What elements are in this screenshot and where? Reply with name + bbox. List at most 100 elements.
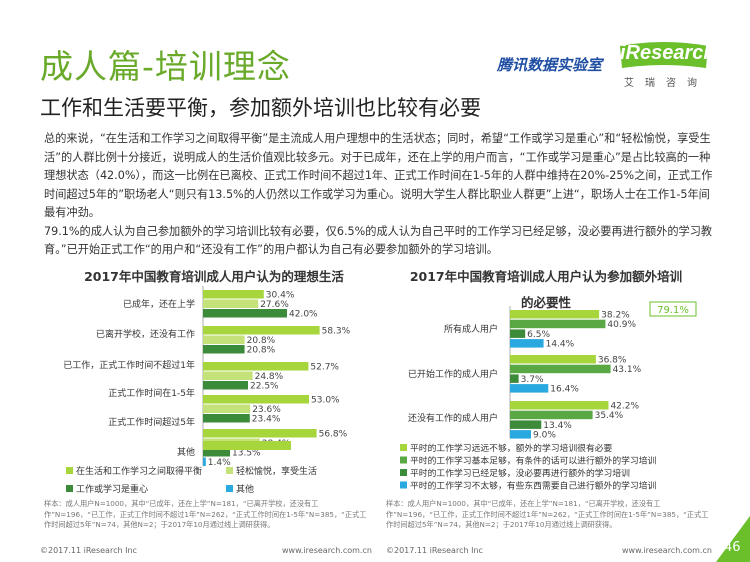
right-chart-bar (510, 310, 600, 319)
right-chart-bar (510, 430, 531, 439)
left-chart-data-label: 23.4% (252, 415, 281, 425)
left-chart-bar (203, 381, 248, 390)
left-chart-category-label: 其他 (177, 446, 195, 458)
right-chart-data-label: 13.4% (543, 421, 572, 431)
footer-url-left[interactable]: www.iresearch.com.cn (282, 546, 372, 555)
right-chart-annotation: 79.1% (657, 305, 689, 316)
right-chart-bar (510, 410, 593, 420)
left-chart-data-label: 22.5% (250, 382, 279, 392)
left-chart-bar (203, 457, 206, 466)
right-chart-category-label: 已开始工作的成人用户 (408, 368, 498, 380)
left-chart-bar (203, 326, 320, 335)
summary-text: 总的来说，“在生活和工作学习之间取得平衡”是主流成人用户理想中的生活状态；同时，… (44, 130, 718, 260)
right-chart-bar (510, 355, 596, 364)
right-chart-data-label: 36.8% (598, 356, 627, 366)
iresearch-logo: iResearch (620, 42, 716, 64)
left-chart-bar (203, 345, 245, 354)
page-number-badge (716, 516, 750, 562)
left-chart-bar (203, 414, 250, 423)
left-chart-category-label: 已工作，正式工作时间不超过1年 (63, 359, 195, 371)
footer-copyright-left: ©2017.11 iResearch Inc (40, 546, 137, 555)
right-chart-data-label: 42.2% (610, 402, 639, 412)
training-necessity-chart-title: 2017年中国教育培训成人用户认为参加额外培训 (409, 269, 683, 284)
left-chart-sample-note: 样本：成人用户N=1000，其中“已成年，还在上学”N=181，“已离开学校，还… (44, 499, 367, 529)
left-chart-bar (203, 335, 245, 344)
right-chart-bar (510, 420, 542, 429)
left-chart-data-label: 20.8% (247, 336, 276, 346)
left-chart-category-label: 正式工作时间在1-5年 (108, 387, 195, 399)
left-chart-category-label: 正式工作时间超过5年 (108, 416, 195, 428)
left-chart-data-label: 23.6% (252, 405, 281, 415)
right-chart-bar (510, 339, 544, 348)
left-chart-legend-label: 在生活和工作学习之间取得平衡 (76, 465, 202, 477)
left-chart-legend-swatch (66, 485, 73, 492)
left-chart-data-label: 56.8% (319, 430, 348, 440)
right-chart-legend-label: 平时的工作学习基本足够，有条件的话可以进行额外的学习培训 (410, 455, 657, 467)
left-chart-bar (203, 395, 309, 404)
left-chart-bar (203, 290, 264, 299)
left-chart-legend-swatch (226, 467, 233, 474)
left-chart-bar (203, 448, 230, 457)
page-title: 成人篇-培训理念 (40, 47, 291, 86)
tencent-data-lab-logo: 腾讯数据实验室 (497, 56, 603, 74)
right-chart-bar (510, 329, 526, 338)
right-chart-category-label: 还没有工作的成人用户 (408, 412, 498, 424)
training-necessity-chart-title-line2: 的必要性 (520, 295, 571, 310)
right-chart-data-label: 38.2% (601, 311, 630, 321)
summary-paragraph-2: 79.1%的成人认为自己参加额外的学习培训比较有必要，仅6.5%的成人认为自己平… (44, 224, 713, 257)
right-chart-legend-swatch (400, 444, 407, 451)
left-chart-legend-label: 轻松愉悦，享受生活 (236, 465, 317, 477)
left-chart-bar (203, 404, 251, 413)
left-chart-data-label: 53.0% (311, 396, 340, 406)
right-chart-bar (510, 319, 606, 329)
right-chart-legend-swatch (400, 469, 407, 476)
left-chart-bar (203, 429, 317, 438)
left-chart-data-label: 30.4% (266, 291, 295, 301)
left-chart-category-label: 已离开学校，还没有工作 (96, 328, 195, 340)
left-chart-data-label: 58.3% (322, 327, 351, 337)
left-chart-legend-swatch (66, 467, 73, 474)
right-chart-data-label: 35.4% (595, 411, 624, 421)
left-chart-bar (203, 362, 309, 371)
right-chart-data-label: 9.0% (533, 431, 556, 441)
left-chart-data-label: 24.8% (255, 372, 284, 382)
right-chart-data-label: 14.4% (546, 340, 575, 350)
ideal-life-chart-title: 2017年中国教育培训成人用户认为的理想生活 (84, 269, 344, 284)
right-chart-bar (510, 364, 611, 374)
left-chart-data-label: 20.8% (247, 346, 276, 356)
page-number: 46 (724, 540, 741, 555)
right-chart-sample-note: 样本：成人用户N=1000，其中“已成年，还在上学”N=181，“已离开学校，还… (386, 499, 709, 529)
left-chart-data-label: 42.0% (289, 310, 318, 320)
right-chart-data-label: 40.9% (607, 320, 636, 330)
right-chart-data-label: 16.4% (550, 385, 579, 395)
iresearch-logo-subtitle: 艾瑞咨询 (624, 78, 708, 89)
left-chart-bar (203, 309, 287, 318)
right-chart-legend-label: 平时的工作学习不太够，有些东西需要自己进行额外的学习培训 (410, 480, 657, 492)
left-chart-bar (203, 299, 259, 308)
right-chart-bar (510, 401, 609, 410)
left-chart-data-label: 52.7% (310, 363, 339, 373)
left-chart-legend-label: 其他 (236, 483, 254, 495)
left-chart-bar (203, 371, 253, 380)
iresearch-logo-shape (620, 42, 708, 68)
left-chart-legend-label: 工作或学习是重心 (76, 483, 148, 495)
right-chart-data-label: 6.5% (527, 330, 550, 340)
right-chart-data-label: 43.1% (613, 365, 642, 375)
left-chart-legend-swatch (226, 485, 233, 492)
right-chart-annotation-box (649, 301, 697, 317)
left-chart-data-label: 13.5% (232, 449, 261, 459)
right-chart-legend-swatch (400, 456, 407, 464)
left-chart-data-label: 27.6% (260, 300, 289, 310)
right-chart-bar (510, 374, 519, 383)
left-chart-category-label: 已成年，还在上学 (123, 298, 195, 310)
summary-paragraph-1: 总的来说，“在生活和工作学习之间取得平衡”是主流成人用户理想中的生活状态；同时，… (44, 132, 713, 219)
footer-copyright-right: ©2017.11 iResearch Inc (386, 546, 483, 555)
right-chart-legend-label: 平时的工作学习已经足够，没必要再进行额外的学习培训 (410, 467, 630, 479)
right-chart-bar (510, 384, 549, 393)
right-chart-category-label: 所有成人用户 (444, 323, 498, 335)
left-chart-data-label: 1.4% (208, 458, 231, 468)
right-chart-legend-label: 平时的工作学习远远不够，额外的学习培训很有必要 (410, 442, 613, 454)
right-chart-legend-swatch (400, 481, 407, 489)
footer-url-right[interactable]: www.iresearch.com.cn (622, 546, 712, 555)
